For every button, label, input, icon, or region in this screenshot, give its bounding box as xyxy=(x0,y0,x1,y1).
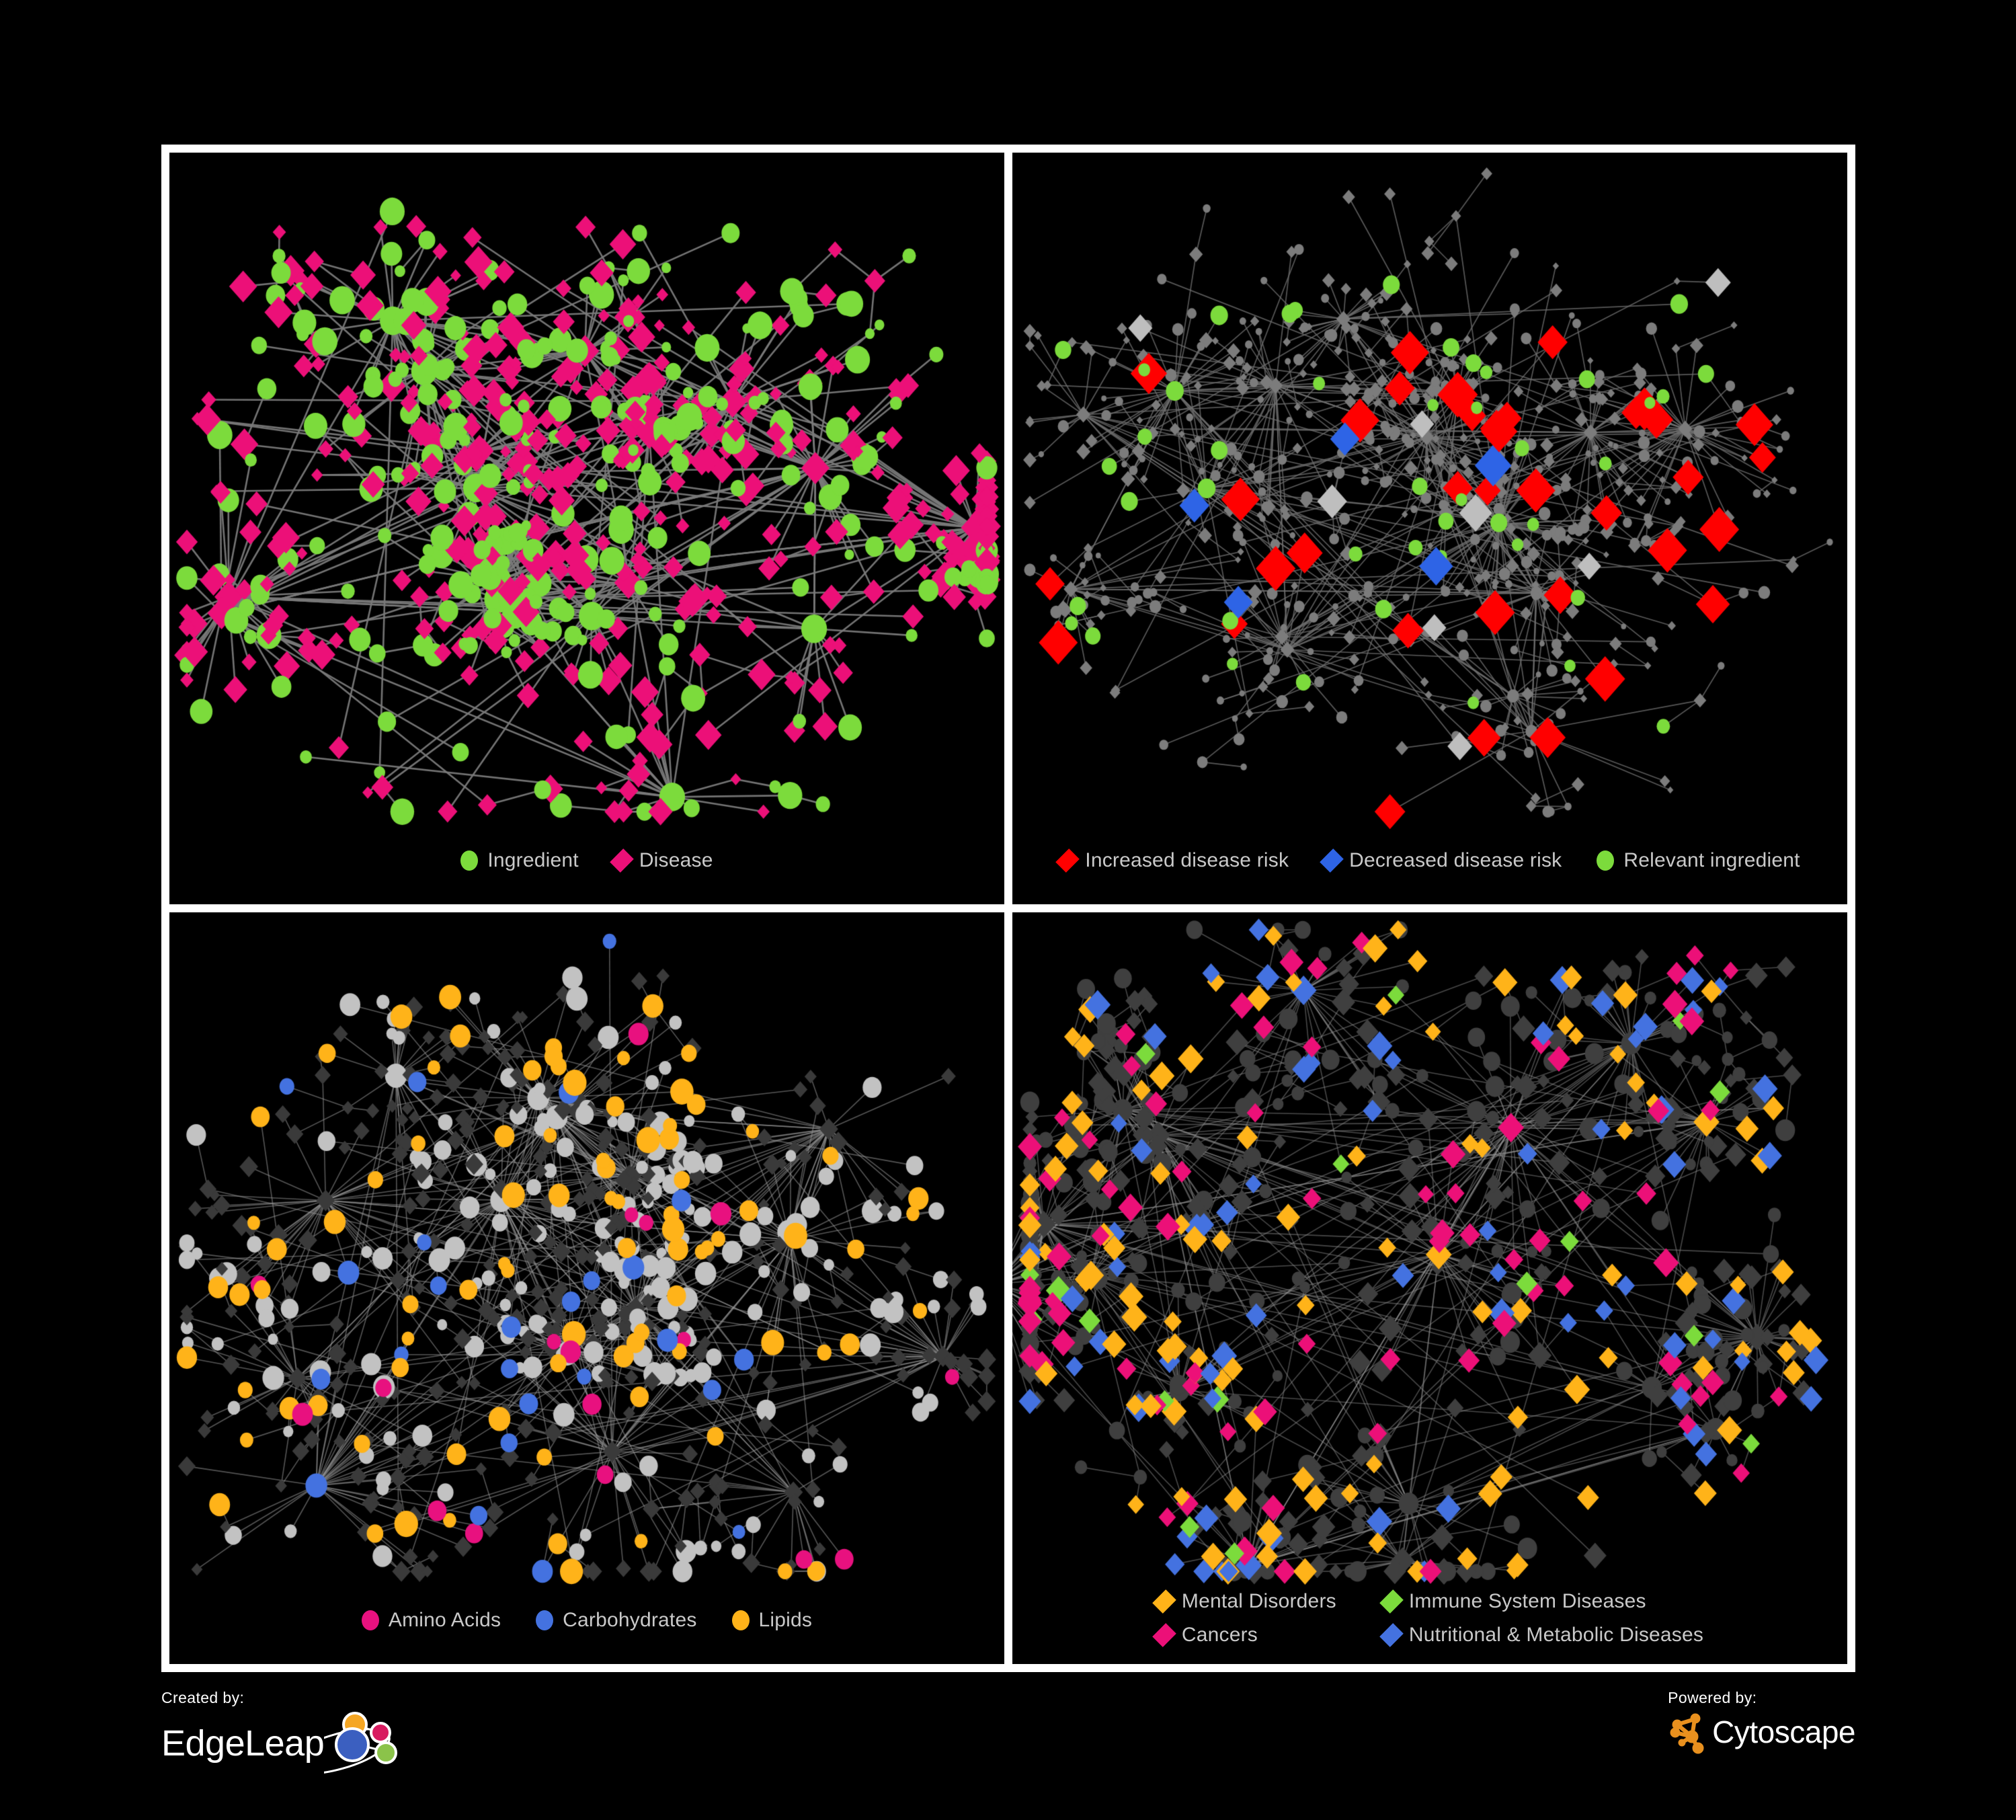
network-canvas-disease-class xyxy=(1012,912,1847,1664)
edgeleap-logo: EdgeLeap xyxy=(161,1710,405,1777)
legend-disease-class: Mental Disorders Immune System Diseases … xyxy=(1012,1589,1847,1648)
created-by-label: Created by: xyxy=(161,1689,245,1706)
legend-label: Immune System Diseases xyxy=(1408,1590,1646,1612)
legend-label: Mental Disorders xyxy=(1181,1590,1336,1612)
increased-risk-diamond-icon xyxy=(1055,848,1080,873)
edgeleap-wordmark: EdgeLeap xyxy=(161,1723,325,1764)
footer-branding: Created by: EdgeLeap Powered by: xyxy=(161,1681,1855,1809)
legend-item-increased-disease-risk[interactable]: Increased disease risk xyxy=(1055,848,1289,873)
powered-by-label: Powered by: xyxy=(1668,1689,1757,1706)
legend-label: Increased disease risk xyxy=(1085,849,1289,871)
cytoscape-wordmark: Cytoscape xyxy=(1712,1714,1855,1749)
panel-disease-risk-network[interactable]: Increased disease risk Decreased disease… xyxy=(1012,153,1847,904)
edgeleap-branding[interactable]: Created by: EdgeLeap xyxy=(161,1689,405,1777)
legend-item-disease[interactable]: Disease xyxy=(609,848,713,873)
network-canvas-ingredient-class xyxy=(169,912,1004,1664)
relevant-ingredient-circle-icon xyxy=(1597,850,1615,871)
legend-item-relevant-ingredient[interactable]: Relevant ingredient xyxy=(1597,848,1800,873)
network-canvas-disease-risk xyxy=(1012,153,1847,904)
legend-item-lipids[interactable]: Lipids xyxy=(731,1608,813,1633)
panel-ingredient-class-network[interactable]: Amino Acids Carbohydrates Lipids xyxy=(169,912,1004,1664)
figure-frame: Ingredient Disease Increased disease ris… xyxy=(161,145,1855,1672)
cytoscape-network-icon xyxy=(1670,1713,1704,1754)
ingredient-circle-icon xyxy=(460,850,479,871)
legend-label: Amino Acids xyxy=(388,1609,501,1631)
legend-item-carbohydrates[interactable]: Carbohydrates xyxy=(536,1608,696,1633)
legend-item-immune-system-diseases[interactable]: Immune System Diseases xyxy=(1379,1589,1703,1614)
cytoscape-branding[interactable]: Powered by: Cytoscape xyxy=(1668,1689,1855,1754)
legend-disease-risk: Increased disease risk Decreased disease… xyxy=(1012,848,1847,873)
legend-item-nutritional-metabolic-diseases[interactable]: Nutritional & Metabolic Diseases xyxy=(1379,1622,1704,1648)
mental-disorders-diamond-icon xyxy=(1152,1589,1176,1614)
legend-ingredient-class: Amino Acids Carbohydrates Lipids xyxy=(169,1608,1004,1633)
edgeleap-network-icon xyxy=(324,1712,398,1775)
legend-label: Cancers xyxy=(1181,1624,1258,1646)
nutritional-metabolic-diseases-diamond-icon xyxy=(1379,1623,1404,1647)
amino-acids-circle-icon xyxy=(361,1610,379,1630)
legend-label: Lipids xyxy=(758,1609,813,1631)
cytoscape-logo: Cytoscape xyxy=(1668,1710,1855,1754)
legend-label: Carbohydrates xyxy=(563,1609,697,1631)
legend-label: Relevant ingredient xyxy=(1623,849,1800,871)
panel-ingredient-disease-network[interactable]: Ingredient Disease xyxy=(169,153,1004,904)
carbohydrates-circle-icon xyxy=(536,1610,554,1630)
immune-system-diseases-diamond-icon xyxy=(1379,1589,1404,1614)
disease-diamond-icon xyxy=(609,848,634,873)
legend-item-ingredient[interactable]: Ingredient xyxy=(460,848,579,873)
panel-disease-class-network[interactable]: Mental Disorders Immune System Diseases … xyxy=(1012,912,1847,1664)
legend-label: Ingredient xyxy=(487,849,579,871)
lipids-circle-icon xyxy=(731,1610,750,1630)
legend-item-amino-acids[interactable]: Amino Acids xyxy=(361,1608,501,1633)
legend-ingredient-disease: Ingredient Disease xyxy=(169,848,1004,873)
legend-label: Nutritional & Metabolic Diseases xyxy=(1408,1624,1704,1646)
legend-item-mental-disorders[interactable]: Mental Disorders xyxy=(1152,1589,1336,1614)
legend-label: Decreased disease risk xyxy=(1349,849,1562,871)
cancers-diamond-icon xyxy=(1152,1623,1176,1647)
legend-label: Disease xyxy=(639,849,713,871)
legend-item-decreased-disease-risk[interactable]: Decreased disease risk xyxy=(1320,848,1562,873)
network-canvas-ingredient-disease xyxy=(169,153,1004,904)
decreased-risk-diamond-icon xyxy=(1320,848,1344,873)
legend-item-cancers[interactable]: Cancers xyxy=(1152,1622,1336,1648)
